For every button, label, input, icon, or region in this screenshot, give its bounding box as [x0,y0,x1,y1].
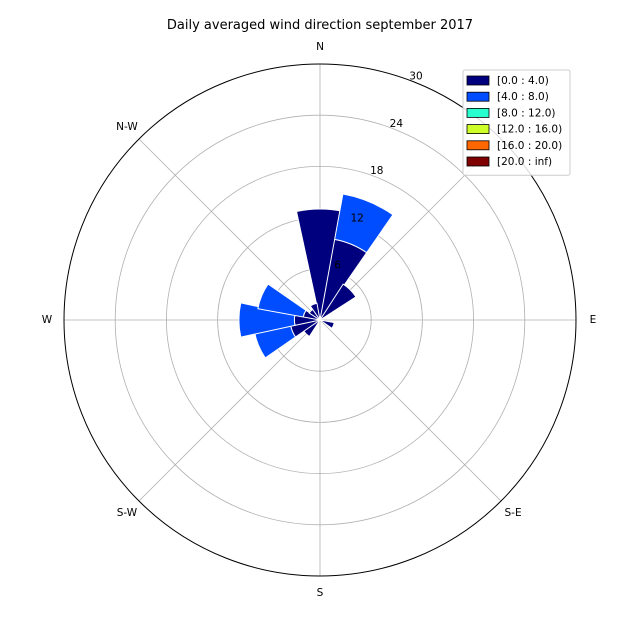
polar-grid [63,63,577,577]
legend-label: [4.0 : 8.0) [497,91,549,103]
legend-label: [20.0 : inf) [497,156,552,168]
direction-label-w: W [42,314,53,326]
radial-tick-labels: 6 12 18 24 30 [334,70,422,271]
windrose-wedge [319,283,357,321]
legend-swatch [466,140,490,151]
legend-swatch [466,124,490,134]
legend: [0.0 : 4.0) [4.0 : 8.0) [8.0 : 12.0) [12.0 … [462,69,571,176]
chart-title: Daily averaged wind direction september … [166,18,474,33]
direction-label-s: S [317,587,324,599]
radial-tick-label: 18 [370,165,383,177]
legend-swatch [466,75,490,86]
legend-label: [8.0 : 12.0) [497,107,555,119]
legend-label: [12.0 : 16.0) [497,124,562,136]
direction-label-n: N [316,41,324,53]
radial-tick-label: 6 [334,260,341,272]
windrose-wedge [309,302,321,321]
outer-frame [63,63,577,577]
windrose-wedge [334,193,394,254]
radial-tick-label: 30 [409,70,422,82]
windrose-wedge [319,319,335,329]
direction-label-e: E [590,314,597,326]
legend-box [462,69,571,176]
legend-label: [16.0 : 20.0) [497,140,562,152]
direction-label-n-w: N-W [116,121,138,133]
windrose-bars [238,193,394,359]
radial-tick-label: 24 [390,118,404,130]
ring-gridline [114,114,526,526]
radial-tick-label: 12 [350,212,363,224]
direction-labels: N N-W W S-W S S-E E [42,41,597,599]
direction-label-s-e: S-E [504,507,521,519]
windrose-wedge [257,283,307,318]
legend-label: [0.0 : 4.0) [497,75,549,87]
ring-gridline [165,165,475,475]
spoke-gridline [319,319,502,502]
legend-swatch [466,156,490,167]
legend-swatch [466,91,490,102]
direction-label-s-w: S-W [117,507,138,519]
spoke-gridline [138,138,321,321]
windrose-wedge [238,302,296,338]
legend-swatch [466,108,490,118]
spoke-gridline [138,319,321,502]
